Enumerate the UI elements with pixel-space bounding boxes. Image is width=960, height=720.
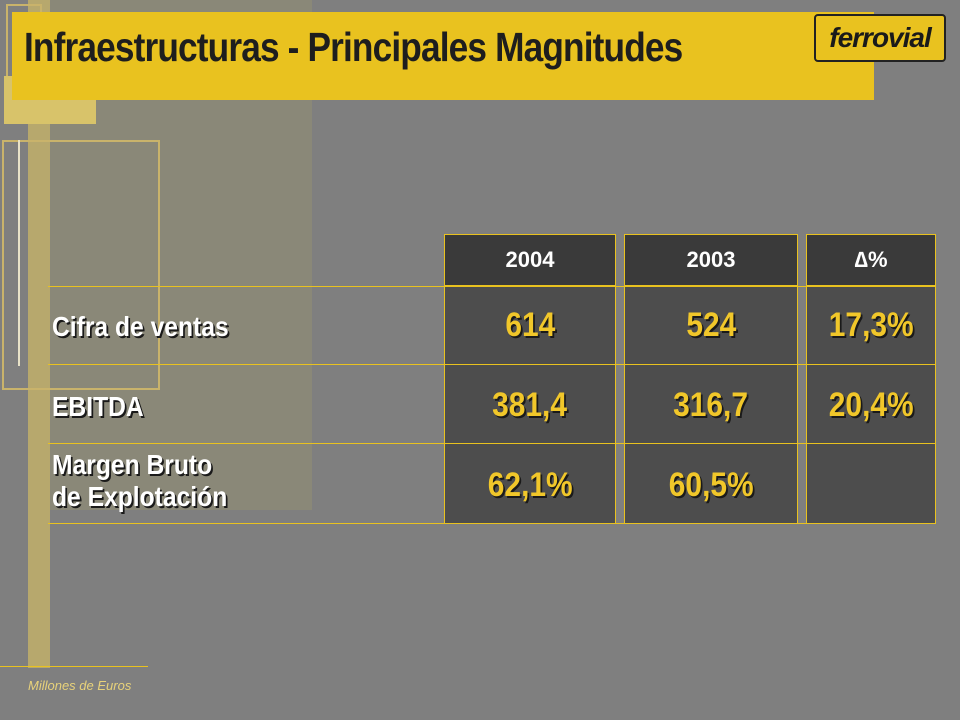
value-text: 614 (505, 305, 555, 344)
row-label-de-explotacion: de Explotación (52, 481, 228, 512)
value-cell: 316,7 (624, 382, 798, 428)
value-text: 60,5% (668, 465, 754, 504)
column-header-2004: 2004 (444, 234, 616, 286)
row-divider (48, 523, 936, 524)
decor-vertical-bar (28, 0, 50, 668)
ferrovial-logo: ferrovial (814, 14, 946, 62)
value-text: 17,3% (828, 305, 914, 344)
column-body-2004 (444, 286, 616, 524)
value-cell: 381,4 (444, 382, 616, 428)
value-cell: 524 (624, 302, 798, 348)
footnote-divider (0, 666, 148, 667)
value-cell: 20,4% (806, 382, 936, 428)
value-cell: 17,3% (806, 302, 936, 348)
value-cell: 60,5% (624, 462, 798, 508)
value-text: 20,4% (828, 385, 914, 424)
column-header-2003: 2003 (624, 234, 798, 286)
page-title: Infraestructuras - Principales Magnitude… (24, 24, 683, 70)
row-divider (48, 443, 936, 444)
logo-text: ferrovial (829, 22, 931, 53)
column-header-delta: ∆% (806, 234, 936, 286)
column-body-2003 (624, 286, 798, 524)
decor-frame-left (2, 140, 160, 390)
value-cell: 62,1% (444, 462, 616, 508)
decor-inner-line (18, 140, 20, 366)
row-label-cifra-de-ventas: Cifra de ventas (52, 311, 229, 342)
title-bar (12, 12, 874, 100)
row-divider (48, 286, 936, 287)
row-label-margen-bruto: Margen Bruto (52, 449, 213, 480)
column-body-delta (806, 286, 936, 524)
value-cell: 614 (444, 302, 616, 348)
value-text: 524 (686, 305, 736, 344)
value-text: 62,1% (487, 465, 573, 504)
value-cell (806, 462, 936, 508)
row-label-ebitda: EBITDA (52, 391, 144, 422)
row-divider (48, 364, 936, 365)
value-text: 381,4 (492, 385, 568, 424)
footnote: Millones de Euros (28, 678, 132, 693)
value-text: 316,7 (673, 385, 749, 424)
